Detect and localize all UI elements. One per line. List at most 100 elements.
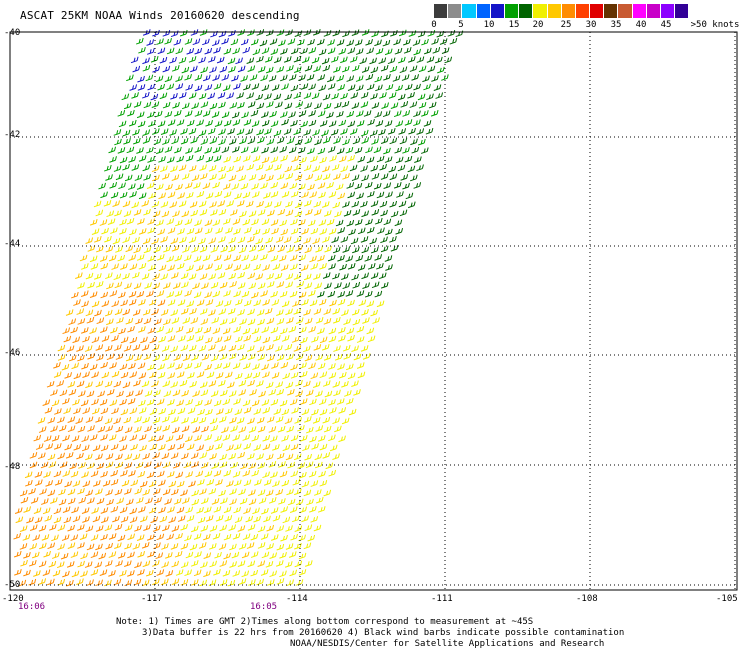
wind-barb	[38, 525, 47, 532]
wind-barb	[129, 263, 138, 271]
wind-barb	[149, 371, 157, 379]
wind-barb	[171, 272, 179, 279]
wind-barb	[337, 192, 346, 200]
wind-barb	[360, 92, 369, 99]
wind-barb	[113, 129, 122, 136]
wind-barb	[115, 461, 124, 469]
wind-barb	[370, 309, 378, 317]
wind-barb	[210, 354, 219, 362]
wind-barb	[324, 390, 333, 398]
wind-barb	[138, 506, 146, 513]
wind-barb	[290, 218, 298, 226]
wind-barb	[382, 39, 391, 47]
wind-barb	[31, 551, 40, 559]
wind-barb	[106, 353, 115, 361]
wind-barb	[219, 579, 228, 586]
wind-barb	[255, 163, 264, 171]
scale-label: 15	[508, 20, 520, 30]
wind-barb	[203, 533, 211, 541]
wind-barb	[331, 236, 340, 244]
wind-barb	[360, 129, 369, 137]
wind-barb	[212, 290, 221, 298]
wind-barb	[100, 291, 109, 299]
wind-barb	[211, 111, 220, 118]
wind-barb	[157, 470, 165, 478]
wind-barb	[86, 579, 94, 586]
wind-barb	[114, 542, 122, 549]
wind-barb	[245, 128, 254, 136]
wind-barb	[193, 291, 202, 299]
wind-barb	[334, 425, 342, 433]
wind-barb	[184, 73, 192, 81]
wind-barb	[188, 344, 197, 352]
wind-barb	[213, 506, 222, 513]
wind-barb	[182, 317, 191, 324]
wind-barb	[144, 282, 152, 289]
wind-barb	[14, 569, 22, 576]
wind-barb	[321, 201, 330, 208]
wind-barb	[226, 480, 234, 487]
wind-barb	[375, 120, 384, 127]
wind-barb	[96, 317, 105, 325]
wind-barb	[50, 497, 58, 504]
wind-barb	[128, 156, 137, 163]
wind-barb	[123, 210, 132, 217]
wind-barb	[196, 506, 204, 514]
wind-barb	[95, 453, 103, 461]
wind-barb	[78, 462, 86, 469]
wind-barb	[158, 156, 166, 163]
wind-barb	[143, 524, 151, 531]
wind-barb	[73, 443, 82, 451]
wind-barb	[37, 417, 46, 424]
wind-barb	[260, 290, 268, 297]
wind-barb	[304, 137, 313, 145]
wind-barb	[109, 181, 118, 189]
wind-barb	[173, 354, 182, 361]
wind-barb	[190, 209, 198, 217]
wind-barb	[402, 182, 410, 190]
wind-barb	[384, 48, 393, 56]
wind-barb	[178, 164, 187, 172]
wind-barb	[128, 362, 136, 370]
wind-barb	[220, 497, 228, 505]
wind-barb	[399, 209, 408, 217]
wind-barb	[152, 560, 160, 567]
wind-barb	[266, 29, 274, 37]
wind-barb	[233, 479, 242, 487]
wind-barb	[180, 272, 189, 280]
wind-barb	[257, 425, 266, 433]
wind-barb	[248, 426, 257, 433]
wind-barb	[209, 173, 217, 181]
color-scale-swatches	[434, 4, 690, 18]
wind-barb	[303, 273, 312, 281]
wind-barb	[23, 552, 31, 559]
wind-barb	[276, 388, 284, 396]
wind-barb	[135, 389, 143, 397]
wind-barb	[76, 380, 85, 388]
wind-barb	[270, 182, 279, 189]
wind-barb	[332, 246, 341, 254]
map-grid	[9, 31, 738, 591]
wind-barb	[268, 460, 277, 468]
wind-barb	[374, 217, 383, 225]
lat-label: -40	[4, 28, 21, 38]
wind-speed-color-scale: 0 5 10 15 20 25 30 35 40 45 >50 knots	[420, 4, 739, 34]
wind-barb	[196, 119, 204, 127]
wind-barb	[130, 443, 138, 451]
wind-barb	[270, 120, 279, 128]
wind-barb	[95, 416, 103, 423]
wind-barb	[160, 273, 169, 281]
wind-barb	[318, 219, 327, 226]
wind-barb	[191, 174, 200, 182]
wind-barb	[153, 246, 161, 253]
wind-barb	[377, 227, 385, 235]
wind-barb	[265, 489, 274, 497]
wind-barb	[233, 83, 241, 90]
lon-label: -105	[716, 594, 738, 604]
wind-barb	[282, 444, 291, 452]
wind-barb	[342, 173, 350, 180]
wind-barb	[332, 308, 341, 315]
wind-barb	[228, 66, 236, 73]
wind-barb	[290, 470, 299, 478]
wind-barb	[298, 219, 306, 226]
